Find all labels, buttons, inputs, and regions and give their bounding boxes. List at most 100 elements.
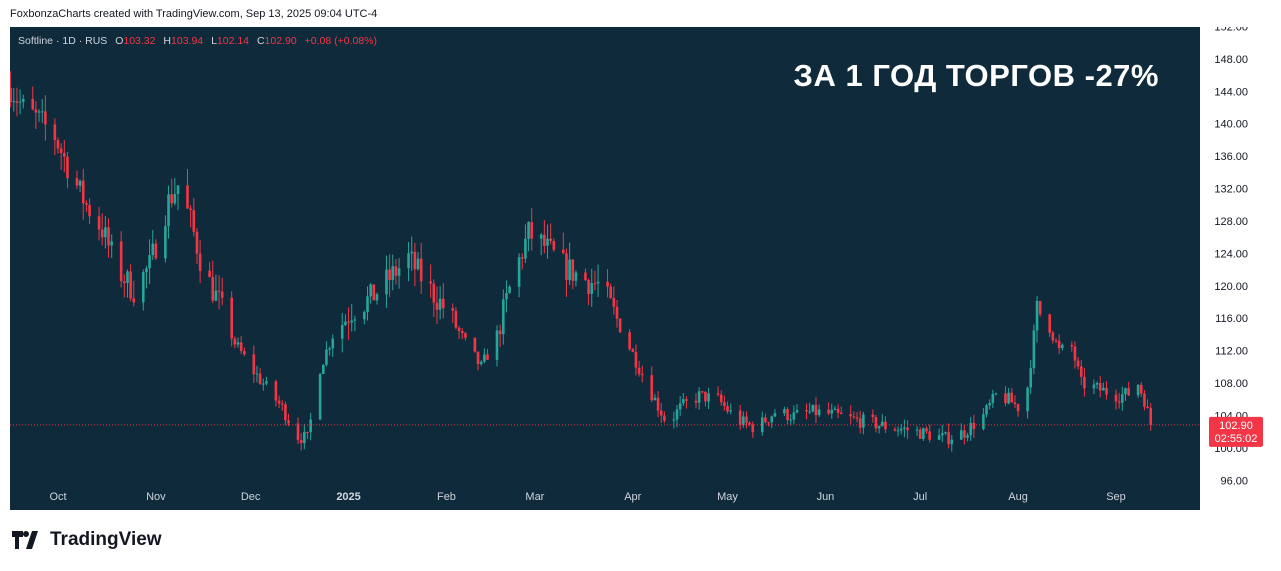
candle-body [805, 410, 808, 412]
candle-body [1070, 344, 1074, 347]
candle-body [1143, 393, 1146, 407]
candle-body [584, 272, 587, 281]
candle-body [299, 440, 303, 444]
price-tick-label: 144.00 [1214, 86, 1248, 98]
candle-body [129, 271, 132, 299]
candle-body [37, 111, 41, 113]
candle-body [940, 433, 944, 436]
candle-body [81, 180, 85, 204]
candle-body [413, 251, 417, 270]
candle-body [991, 393, 995, 404]
candle-body [208, 270, 211, 277]
candle-body [726, 405, 729, 412]
candle-body [97, 216, 101, 230]
time-tick-label: Dec [241, 491, 261, 503]
candle-body [899, 428, 903, 431]
candle-body [786, 409, 789, 421]
candle-body [277, 400, 281, 404]
price-tick-label: 152.00 [1214, 27, 1248, 34]
candle-body [34, 109, 38, 113]
candle-body [628, 332, 631, 350]
candle-body [1051, 332, 1055, 341]
candle-body [549, 238, 552, 241]
time-tick-label: Apr [624, 491, 641, 503]
candle-body [309, 419, 312, 433]
candle-body [104, 227, 107, 238]
candle-body [1054, 340, 1058, 342]
candle-body [631, 349, 635, 352]
candle-body [239, 342, 243, 352]
candle-body [123, 281, 126, 284]
low-label: L [211, 35, 217, 47]
price-tick-label: 116.00 [1215, 313, 1248, 325]
last-price-label: 102.90 02:55:02 [1209, 416, 1263, 447]
candle-body [1010, 392, 1014, 403]
candle-body [615, 306, 619, 319]
candle-body [12, 101, 16, 103]
candle-body [1149, 408, 1153, 425]
candle-body [634, 351, 638, 368]
time-tick-label: Feb [437, 491, 456, 503]
candle-body [284, 404, 287, 421]
candle-body [950, 439, 954, 445]
candle-body [1105, 387, 1108, 395]
candle-body [296, 423, 300, 441]
candle-body [78, 180, 82, 186]
candle-body [53, 124, 57, 141]
attribution-text: FoxbonzaCharts created with TradingView.… [10, 8, 378, 20]
candle-body [214, 290, 218, 301]
candle-body [410, 251, 414, 254]
candle-body [827, 409, 830, 414]
candle-body [419, 258, 423, 282]
price-tick-label: 136.00 [1214, 151, 1248, 163]
candle-body [1139, 384, 1143, 394]
candle-body [110, 241, 113, 246]
price-chart[interactable]: 96.00100.00104.00108.00112.00116.00120.0… [10, 27, 1270, 510]
candle-body [1083, 376, 1086, 389]
candle-body [391, 266, 395, 281]
candle-body [435, 302, 439, 310]
candle-body [918, 429, 922, 439]
candle-body [473, 337, 477, 352]
candle-body [328, 348, 331, 350]
candle-body [198, 253, 202, 271]
candle-body [659, 410, 663, 416]
candle-body [366, 296, 369, 312]
chart-background [10, 27, 1200, 510]
candle-body [164, 226, 167, 259]
tradingview-brand[interactable]: TradingView [12, 529, 162, 551]
candle-body [593, 283, 597, 285]
candle-body [63, 153, 66, 157]
candle-body [814, 404, 818, 416]
candle-body [429, 281, 432, 284]
candle-body [893, 429, 897, 431]
candle-body [748, 422, 751, 425]
candle-body [369, 284, 372, 297]
candle-body [243, 351, 246, 355]
last-price-box [1209, 416, 1263, 447]
candle-body [416, 258, 420, 270]
candles [10, 71, 1153, 452]
candle-body [963, 430, 966, 438]
candle-body [1114, 394, 1118, 402]
candle-body [1048, 314, 1051, 333]
candle-body [476, 351, 480, 364]
candle-body [192, 210, 196, 232]
candle-body [119, 241, 123, 282]
candle-body [1026, 387, 1029, 412]
bar-countdown: 02:55:02 [1215, 433, 1258, 445]
time-axis[interactable]: Oct Nov Dec 2025 Feb Mar Apr May Jun Jul Aug Sep [49, 491, 1125, 503]
candle-body [612, 297, 616, 307]
symbol-name[interactable]: Softline · 1D · RUS [18, 35, 108, 47]
candle-body [517, 257, 521, 287]
candle-body [877, 425, 881, 429]
candle-body [10, 87, 12, 103]
candle-body [258, 373, 262, 384]
candle-body [363, 311, 366, 320]
candle-body [937, 435, 941, 440]
candle-body [994, 393, 998, 395]
candle-body [700, 391, 704, 393]
candle-body [236, 342, 240, 345]
tradingview-logo-icon [12, 531, 38, 549]
candle-body [132, 298, 136, 303]
